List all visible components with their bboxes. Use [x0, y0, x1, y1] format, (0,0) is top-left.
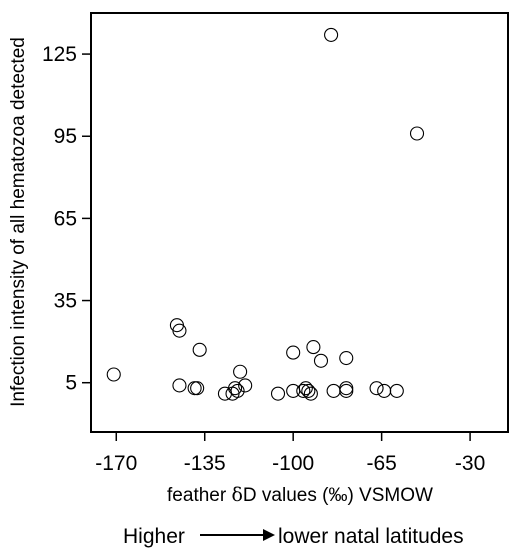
data-point [369, 381, 384, 396]
data-point [286, 345, 301, 360]
x-tick-label: -30 [455, 452, 485, 475]
data-point [238, 378, 253, 393]
y-tick-label: 65 [54, 207, 77, 230]
data-point [296, 383, 311, 398]
y-axis-label: Infection intensity of all hematozoa det… [8, 37, 29, 407]
data-point [228, 381, 243, 396]
data-point [172, 378, 187, 393]
data-point [233, 364, 248, 379]
data-point [377, 383, 392, 398]
x-tick-label: -65 [366, 452, 396, 475]
y-tick-label: 125 [42, 43, 77, 66]
data-point [230, 383, 245, 398]
data-point [192, 342, 207, 357]
x-tick-label: -135 [184, 452, 226, 475]
data-point [339, 383, 354, 398]
data-point [172, 323, 187, 338]
arrow-icon [200, 529, 275, 541]
data-point [190, 381, 205, 396]
data-point [324, 27, 339, 42]
data-point [313, 353, 329, 368]
data-point [187, 381, 202, 396]
data-point [306, 340, 321, 355]
data-point [106, 367, 121, 382]
data-point [217, 386, 232, 401]
data-point [301, 383, 316, 398]
data-point [298, 381, 313, 396]
footer-left-text: Higher [123, 525, 185, 548]
y-tick-label: 95 [54, 125, 77, 148]
y-tick-label: 5 [65, 372, 77, 395]
plot-frame [90, 12, 509, 433]
x-tick-label: -100 [272, 452, 314, 475]
data-point [339, 351, 354, 366]
delta-symbol: δ [231, 484, 242, 506]
data-point [303, 386, 318, 401]
data-point [389, 383, 404, 398]
x-axis-label: feather δD values (‰) VSMOW [167, 484, 433, 506]
data-point [270, 386, 286, 401]
x-axis-ticks: -170 -135 -100 -65 -30 [95, 432, 485, 475]
y-tick-label: 35 [54, 290, 77, 313]
data-points [106, 27, 425, 401]
data-point [409, 126, 425, 141]
data-point [286, 383, 301, 398]
data-point [326, 383, 341, 398]
x-tick-label: -170 [95, 452, 137, 475]
data-point [339, 381, 354, 396]
footer-right-text: lower natal latitudes [278, 525, 464, 548]
y-axis-ticks: 5 35 65 95 125 [42, 43, 91, 395]
